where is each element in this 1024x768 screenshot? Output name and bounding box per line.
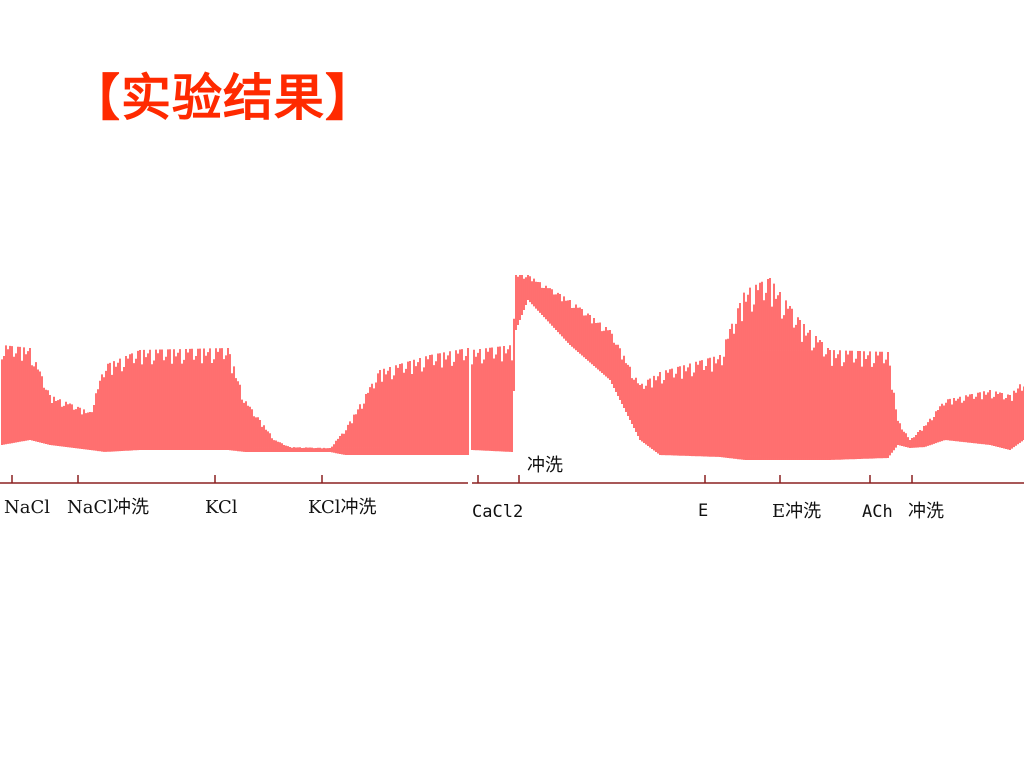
event-label: KCl冲洗 [308, 497, 377, 518]
event-label: E [698, 501, 708, 521]
event-label: 冲洗 [527, 455, 563, 476]
trace [471, 275, 1024, 460]
event-label: 冲洗 [908, 501, 944, 522]
event-label: E冲洗 [772, 501, 821, 522]
event-label: NaCl冲洗 [67, 497, 149, 518]
event-label: CaCl2 [472, 502, 523, 522]
event-label: ACh [862, 502, 893, 522]
right-panel: 冲洗 CaCl2 E E冲洗 ACh 冲洗 [471, 275, 1024, 522]
markers [477, 475, 913, 483]
markers [11, 475, 323, 483]
event-label: KCl [205, 497, 238, 518]
trace [1, 345, 469, 455]
left-panel: NaCl NaCl冲洗 KCl KCl冲洗 [0, 345, 469, 518]
event-label: NaCl [4, 497, 50, 518]
slide-title: 【实验结果】 [70, 68, 376, 127]
